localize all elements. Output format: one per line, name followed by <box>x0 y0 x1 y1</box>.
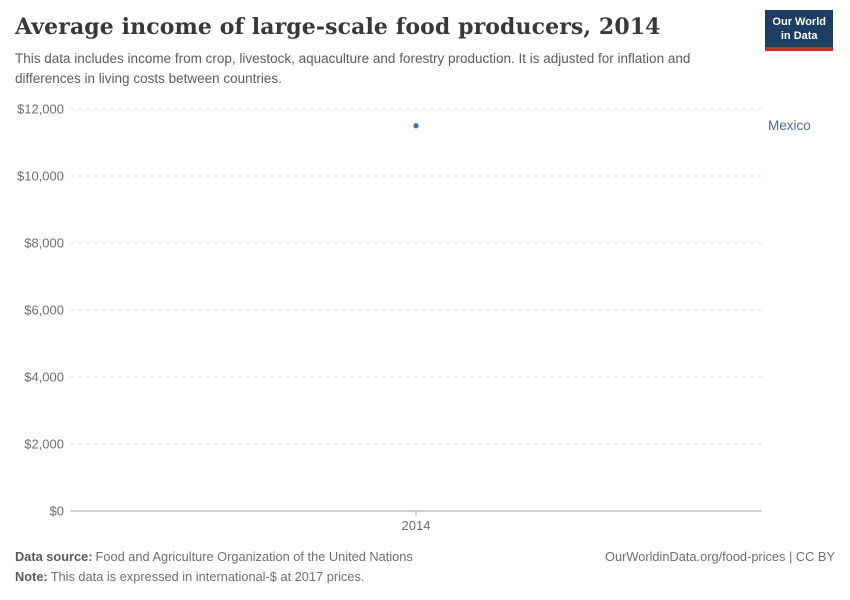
owid-logo[interactable]: Our World in Data <box>765 10 833 51</box>
y-tick-label: $12,000 <box>17 102 64 117</box>
data-point-mexico[interactable] <box>413 123 419 129</box>
note-text: This data is expressed in international-… <box>50 569 365 584</box>
owid-logo-line1: Our World <box>772 16 826 28</box>
y-tick-label: $8,000 <box>24 236 64 251</box>
data-source-text: Food and Agriculture Organization of the… <box>95 549 413 564</box>
y-tick-label: $10,000 <box>17 169 64 184</box>
chart-title: Average income of large-scale food produ… <box>15 14 661 40</box>
chart-header: Average income of large-scale food produ… <box>15 14 755 89</box>
note-line: Note: This data is expressed in internati… <box>15 567 413 587</box>
y-tick-label: $2,000 <box>24 437 64 452</box>
y-tick-label: $4,000 <box>24 370 64 385</box>
chart-subtitle: This data includes income from crop, liv… <box>15 50 691 86</box>
x-tick-label: 2014 <box>402 518 431 533</box>
owid-logo-line2: in Data <box>780 30 818 42</box>
data-source-label: Data source: <box>15 549 93 564</box>
data-source-line: Data source: Food and Agriculture Organiz… <box>15 547 413 567</box>
note-label: Note: <box>15 569 48 584</box>
y-tick-label: $6,000 <box>24 303 64 318</box>
y-tick-label: $0 <box>50 504 64 519</box>
footer-left: Data source: Food and Agriculture Organiz… <box>15 547 413 587</box>
series-label-mexico[interactable]: Mexico <box>768 117 811 133</box>
owid-citation-link[interactable]: OurWorldinData.org/food-prices | CC BY <box>605 549 835 564</box>
